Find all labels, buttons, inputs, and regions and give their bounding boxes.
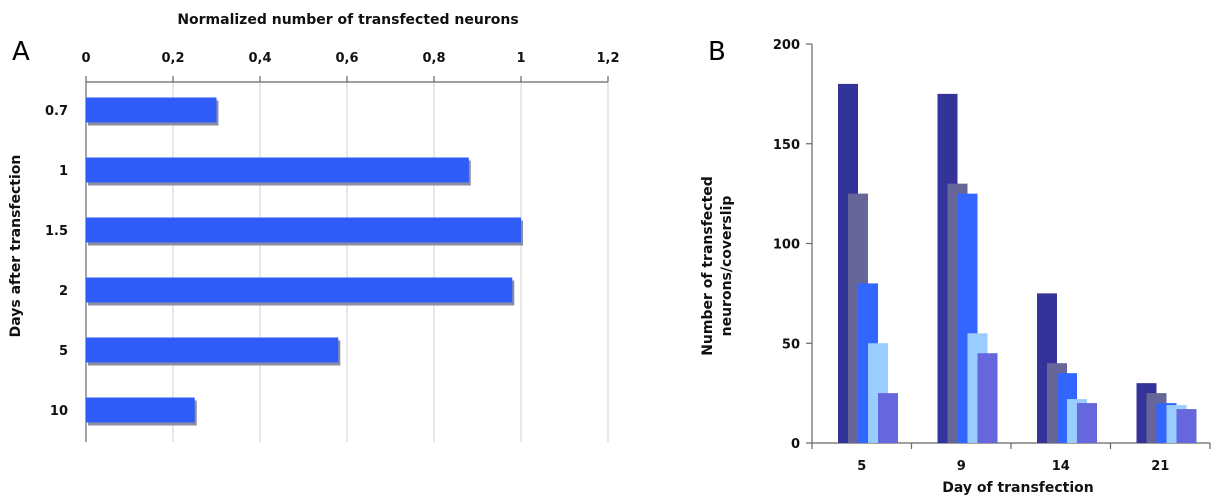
- panel-a-gridlines: [85, 82, 609, 442]
- panel-a-x-tick-label: 0,6: [335, 51, 358, 66]
- panel-b-bars: [838, 83, 1197, 444]
- panel-b-y-axis-title-line1-text: Number of transfected: [700, 176, 716, 356]
- panel-b-y-axis-title-line1: Number of transfected: [700, 176, 716, 356]
- panel-a-category-labels: 0.7 1 1.5 2 5 10: [45, 104, 68, 419]
- panel-b-x-tick-label: 9: [957, 459, 966, 474]
- panel-a-category-label: 10: [50, 404, 68, 419]
- panel-b-y-tick-label: 200: [773, 38, 800, 53]
- panel-a-bar: [86, 217, 521, 243]
- panel-a: A Normalized number of transfected neuro…: [8, 12, 620, 442]
- panel-a-bars: [86, 97, 523, 426]
- panel-b-bar: [1077, 403, 1097, 443]
- panel-b-x-tick-label: 21: [1151, 459, 1169, 474]
- panel-b-x-tick-label: 14: [1052, 459, 1070, 474]
- panel-a-x-ticks: 0 0,2 0,4 0,6 0,8 1 1,2: [81, 51, 620, 83]
- panel-a-x-tick-label: 1: [516, 51, 525, 66]
- panel-a-y-axis-title: Days after transfection: [8, 155, 24, 338]
- panel-a-category-label: 1: [59, 164, 68, 179]
- panel-b-y-tick-label: 0: [791, 437, 800, 452]
- panel-a-bar: [86, 97, 217, 123]
- panel-b-y-tick-label: 50: [782, 337, 800, 352]
- panel-b-y-axis-title-line2: neurons/coverslip: [719, 196, 735, 337]
- panel-a-bar: [86, 157, 469, 183]
- panel-a-category-label: 1.5: [45, 224, 68, 239]
- panel-b: B Number of transfected neurons/coversli…: [700, 37, 1211, 496]
- panel-b-bar: [1176, 409, 1197, 443]
- panel-a-x-tick-label: 0,2: [161, 51, 184, 66]
- panel-a-category-label: 0.7: [45, 104, 68, 119]
- panel-b-x-tick-label: 5: [857, 459, 866, 474]
- panel-a-bar: [86, 337, 339, 363]
- panel-b-bar: [977, 353, 998, 443]
- panel-b-x-axis-title: Day of transfection: [942, 480, 1094, 496]
- panel-a-bar: [86, 397, 195, 423]
- panel-a-x-tick-label: 0: [81, 51, 90, 66]
- panel-a-x-tick-label: 0,8: [422, 51, 445, 66]
- panel-b-y-tick-label: 150: [773, 138, 800, 153]
- panel-a-category-label: 2: [59, 284, 68, 299]
- panel-a-x-axis-title: Normalized number of transfected neurons: [177, 12, 518, 28]
- panel-a-label: A: [12, 37, 30, 67]
- panel-a-bar: [86, 277, 513, 303]
- panel-b-bar: [878, 393, 898, 443]
- panel-b-y-tick-label: 100: [773, 238, 800, 253]
- panel-b-y-axis-title-line2-text: neurons/coverslip: [719, 196, 735, 337]
- panel-a-category-label: 5: [59, 344, 68, 359]
- panel-b-label: B: [708, 37, 726, 67]
- panel-a-x-tick-label: 0,4: [248, 51, 271, 66]
- panel-a-x-tick-label: 1,2: [596, 51, 619, 66]
